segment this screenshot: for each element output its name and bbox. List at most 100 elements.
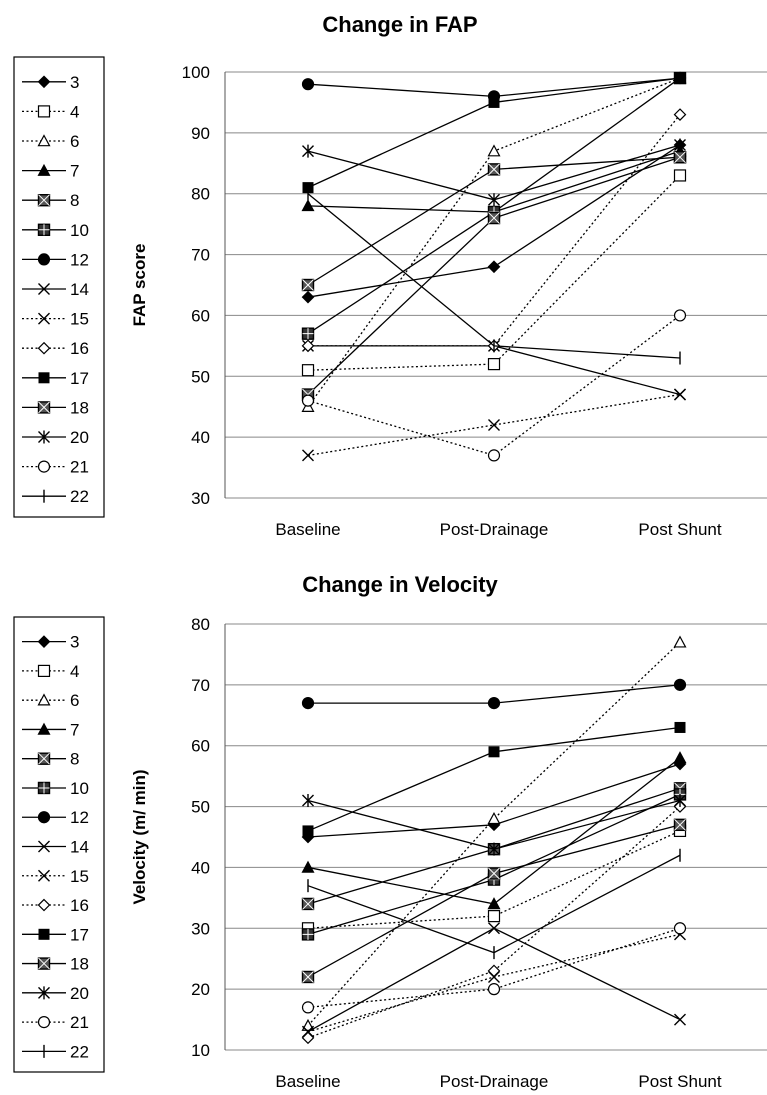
series-15-point-shape	[488, 418, 500, 431]
legend-marker-12-shape	[37, 253, 51, 266]
legend-label: 8	[70, 191, 79, 210]
legend-marker-14-shape	[38, 283, 50, 295]
legend-label: 12	[70, 250, 89, 269]
legend-marker-4	[37, 664, 51, 678]
x-tick-label: Post Shunt	[638, 1072, 721, 1091]
series-7-point	[673, 751, 687, 764]
legend-label: 16	[70, 339, 89, 358]
series-16-point-shape	[673, 108, 687, 121]
series-10-point-cross	[302, 328, 314, 340]
legend-marker-21	[37, 1015, 51, 1029]
series-8-point	[301, 897, 315, 911]
legend-marker-20-shape	[38, 430, 50, 444]
series-4-point-shape	[301, 364, 315, 377]
legend-marker-8-cross	[38, 752, 50, 765]
series-12-point	[301, 697, 315, 710]
legend: 3 4 6 7 8 10 12 14 15 16 17 18 20 21 22	[13, 56, 105, 518]
gridlines	[225, 71, 767, 499]
x-tick-label: Post-Drainage	[440, 1072, 549, 1091]
y-tick-label: 90	[191, 124, 210, 143]
x-tick-label: Post Shunt	[638, 520, 721, 539]
legend-marker-4	[37, 105, 51, 118]
legend-marker-8-cross	[38, 194, 50, 207]
series-18-point	[301, 970, 315, 984]
series-14-point	[488, 922, 500, 935]
legend-marker-12	[37, 811, 51, 824]
legend-label: 3	[70, 633, 79, 652]
y-tick-label: 30	[191, 489, 210, 508]
series-18-point	[487, 867, 501, 880]
legend-marker-15	[38, 869, 50, 882]
series-17-point-shape	[674, 72, 686, 84]
legend-label: 3	[70, 73, 79, 92]
series-6-point	[673, 635, 687, 648]
legend-marker-3	[37, 75, 51, 89]
y-tick-label: 50	[191, 367, 210, 386]
legend-marker-16	[37, 341, 51, 355]
x-tick-label: Baseline	[275, 1072, 340, 1091]
legend-marker-3	[37, 635, 51, 648]
y-tick-label: 70	[191, 676, 210, 695]
series-6-point-shape	[301, 1018, 315, 1031]
legend: 3 4 6 7 8 10 12 14 15 16 17 18 20 21 22	[13, 616, 105, 1073]
series-4	[301, 169, 687, 377]
legend-marker-6	[37, 134, 51, 147]
series-6-point	[487, 811, 501, 825]
y-tick-label: 80	[191, 185, 210, 204]
chart-title: Change in Velocity	[302, 572, 498, 597]
series-17-point	[488, 746, 500, 758]
series-16-point-shape	[301, 1031, 315, 1045]
series-18-point-cross	[488, 212, 500, 224]
series-4-point	[487, 358, 501, 371]
series-8-point-cross	[302, 898, 314, 910]
series-15-point	[488, 418, 500, 431]
legend-label: 7	[70, 720, 79, 739]
series-16-point	[673, 108, 687, 121]
series-12-point	[673, 678, 687, 691]
series-21-point	[301, 1001, 315, 1014]
series-8-point	[487, 163, 501, 176]
series-4-point	[301, 364, 315, 377]
legend-marker-3-shape	[37, 75, 51, 89]
series-21	[301, 309, 687, 462]
legend-label: 17	[70, 925, 89, 944]
legend-marker-7	[37, 163, 51, 176]
series-16-point	[301, 339, 315, 353]
series-3-point	[301, 290, 315, 304]
legend-marker-6-shape	[37, 693, 51, 706]
series-21-point	[673, 309, 687, 322]
legend-marker-7	[37, 722, 51, 735]
series-6-point-shape	[673, 635, 687, 648]
series-7-point-shape	[673, 751, 687, 764]
series-7-point-shape	[301, 199, 315, 212]
series-15-point	[302, 449, 314, 462]
legend-label: 16	[70, 896, 89, 915]
series-18-point-cross	[674, 818, 686, 831]
series-3-point-shape	[301, 290, 315, 304]
legend-marker-3-shape	[37, 635, 51, 648]
y-tick-label: 40	[191, 428, 210, 447]
series-7-point-shape	[301, 860, 315, 873]
series-16-point-shape	[487, 964, 501, 978]
series-7-point	[487, 897, 501, 910]
legend-marker-17-shape	[38, 372, 50, 384]
legend-marker-18-cross	[38, 401, 50, 414]
series-6-point-shape	[487, 144, 501, 157]
legend-label: 6	[70, 691, 79, 710]
series-6	[301, 635, 687, 1031]
series-20-point-shape	[488, 842, 500, 856]
legend-label: 18	[70, 955, 89, 974]
legend-label: 20	[70, 984, 89, 1003]
series-20-point-shape	[302, 144, 314, 158]
legend-marker-12	[37, 253, 51, 266]
legend-marker-8	[37, 752, 51, 765]
legend-marker-17	[38, 372, 50, 384]
y-tick-label: 100	[182, 63, 210, 82]
series-18-point-cross	[302, 971, 314, 983]
chart-2: Change in Velocity 10 20 30 40 50 60 70 80 Veloci…	[13, 572, 767, 1091]
series-12-point	[487, 697, 501, 710]
series-8-point-cross	[488, 163, 500, 176]
series-8-point-cross	[302, 279, 314, 291]
legend-marker-10-cross	[38, 782, 50, 794]
